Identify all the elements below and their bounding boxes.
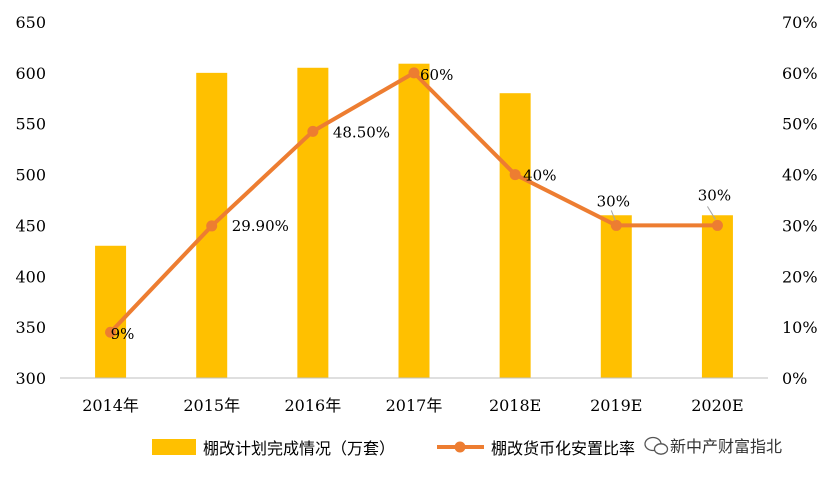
label-leader-line — [610, 210, 616, 221]
legend: 棚改计划完成情况（万套） 棚改货币化安置比率 — [152, 439, 635, 458]
bar — [499, 93, 531, 378]
line-point — [509, 169, 521, 181]
line-data-label: 30% — [597, 192, 630, 210]
bar — [95, 245, 127, 378]
line-data-label: 60% — [420, 66, 453, 84]
watermark-text: 新中产财富指北 — [670, 437, 782, 456]
y-right-tick-label: 30% — [782, 216, 818, 235]
x-tick-label: 2019E — [590, 396, 642, 415]
y-left-tick-label: 650 — [15, 13, 46, 32]
bar — [398, 63, 430, 379]
line-point — [206, 220, 218, 232]
line-point — [711, 219, 723, 231]
y-left-tick-label: 500 — [15, 166, 46, 185]
y-right-tick-label: 70% — [782, 13, 818, 32]
line-data-label: 29.90% — [232, 217, 289, 235]
y-right-tick-label: 0% — [782, 369, 807, 388]
line-series — [105, 67, 723, 338]
y-right-tick-label: 20% — [782, 267, 818, 286]
y-left-tick-label: 400 — [15, 267, 46, 286]
axes: 300 350 400 450 500 550 600 650 0% 10% 20% 30% 40% 50… — [15, 13, 817, 415]
label-leader-line — [707, 206, 716, 220]
bar — [701, 215, 733, 378]
y-left-tick-label: 350 — [15, 318, 46, 337]
y-left-tick-label: 550 — [15, 115, 46, 134]
y-right-tick-label: 50% — [782, 115, 818, 134]
wechat-icon — [644, 436, 669, 455]
line-data-label: 9% — [111, 325, 135, 343]
x-tick-label: 2017年 — [386, 396, 443, 415]
legend-bar-label: 棚改计划完成情况（万套） — [203, 439, 395, 458]
line-data-label: 30% — [698, 186, 731, 204]
x-tick-label: 2015年 — [183, 396, 240, 415]
legend-bar-swatch — [152, 439, 196, 455]
watermark: 新中产财富指北 — [644, 436, 782, 456]
line-point — [408, 67, 420, 79]
bar — [297, 67, 329, 379]
x-tick-label: 2020E — [691, 396, 743, 415]
y-left-tick-label: 600 — [15, 64, 46, 83]
legend-line-marker — [454, 441, 466, 453]
legend-line-label: 棚改货币化安置比率 — [491, 439, 635, 458]
line-data-label: 40% — [523, 167, 556, 185]
line-data-label: 48.50% — [333, 123, 390, 141]
y-right-tick-label: 40% — [782, 166, 818, 185]
y-right-tick-label: 10% — [782, 318, 818, 337]
bar — [600, 215, 632, 378]
y-left-tick-label: 450 — [15, 216, 46, 235]
data-labels: 9% 29.90% 48.50% 60% 40% 30% 30% — [111, 66, 732, 343]
bar-series — [95, 63, 733, 379]
x-tick-label: 2016年 — [284, 396, 341, 415]
x-tick-label: 2014年 — [82, 396, 139, 415]
line-point — [307, 125, 319, 137]
y-left-tick-label: 300 — [15, 369, 46, 388]
x-tick-label: 2018E — [489, 396, 541, 415]
line-point — [610, 219, 622, 231]
y-right-tick-label: 60% — [782, 64, 818, 83]
line-point — [105, 326, 117, 338]
